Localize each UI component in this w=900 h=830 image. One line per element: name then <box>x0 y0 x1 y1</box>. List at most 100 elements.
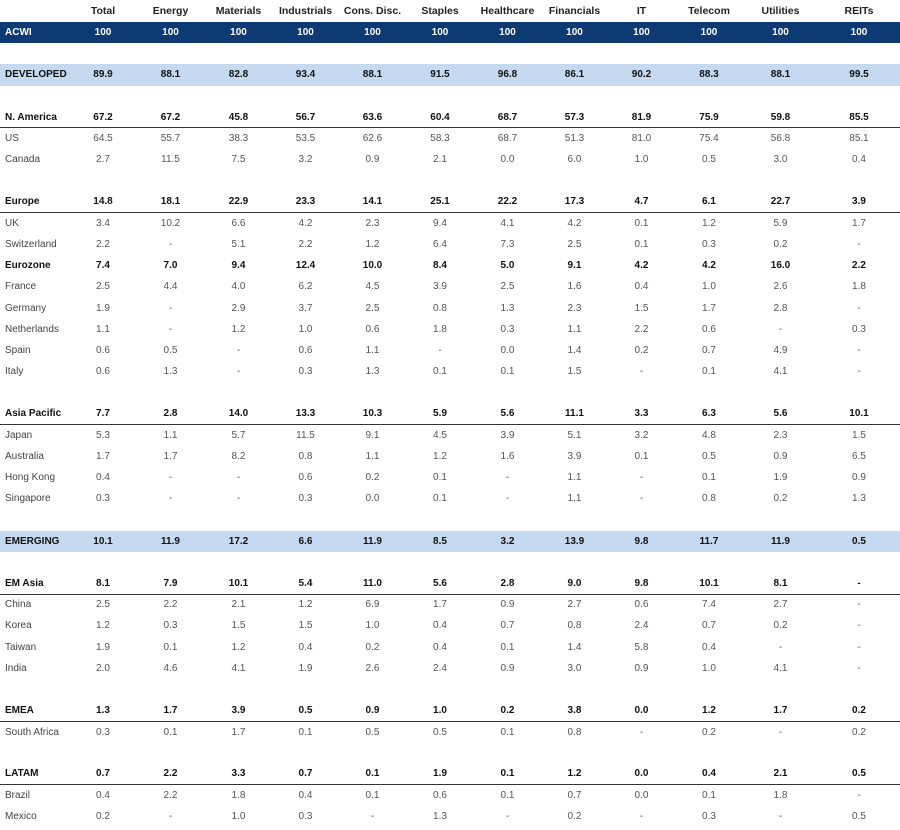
value-cell: 6.2 <box>298 281 313 293</box>
spacer-cell <box>0 170 900 191</box>
value-cell: 0.1 <box>500 366 515 378</box>
value-cell: 0.1 <box>634 450 649 462</box>
spacer-cell <box>0 552 900 573</box>
value-cell: 100 <box>70 22 136 44</box>
row-label: DEVELOPED <box>0 64 70 86</box>
value-cell: 2.8 <box>136 403 205 426</box>
value-cell: 0.5 <box>365 726 380 738</box>
value-cell: - <box>168 323 173 335</box>
value-cell: 1.9 <box>406 763 474 786</box>
value-cell: 4.1 <box>773 662 788 674</box>
value-cell: 11.5 <box>296 429 315 441</box>
value-cell: 0.8 <box>433 302 447 314</box>
row-label: Mexico <box>5 811 37 823</box>
value-cell: 3.9 <box>433 281 447 293</box>
row-label: China <box>5 599 32 611</box>
header-cell: Energy <box>152 5 189 17</box>
value-cell: - <box>857 599 861 611</box>
value-cell: 0.3 <box>163 620 178 632</box>
value-cell: 22.7 <box>743 191 818 214</box>
header-cell: Staples <box>421 5 459 17</box>
value-cell: - <box>818 572 900 595</box>
value-cell: 17.2 <box>205 530 272 552</box>
value-cell: 0.4 <box>298 641 313 653</box>
value-cell: 7.4 <box>702 599 716 611</box>
value-cell: 3.2 <box>634 429 649 441</box>
value-cell: 6.0 <box>567 154 582 166</box>
value-cell: 0.2 <box>818 700 900 722</box>
value-cell: - <box>236 493 241 505</box>
value-cell: 0.8 <box>567 620 582 632</box>
value-cell: 2.7 <box>96 154 110 166</box>
value-cell: 0.2 <box>474 700 541 722</box>
table-row-country: South Africa 0.3 0.1 1.7 0.1 0.5 0.5 0.1 0.8 - 0.2… <box>0 721 900 742</box>
value-cell: 5.6 <box>743 403 818 426</box>
value-cell: 5.8 <box>634 641 649 653</box>
value-cell: 1.7 <box>231 726 246 738</box>
value-cell: 2.6 <box>365 662 380 674</box>
value-cell: - <box>168 472 173 484</box>
value-cell: 1.2 <box>433 450 447 462</box>
spacer-row <box>0 170 900 191</box>
value-cell: 4.0 <box>231 281 246 293</box>
value-cell: 3.2 <box>298 154 313 166</box>
value-cell: 1.6 <box>500 450 515 462</box>
header-cell: Total <box>90 5 116 17</box>
value-cell: 10.1 <box>675 572 743 595</box>
header-cell: Utilities <box>761 5 800 17</box>
value-cell: - <box>857 620 861 632</box>
value-cell: 1.2 <box>702 218 716 230</box>
value-cell: 1.5 <box>298 620 313 632</box>
value-cell: 5.3 <box>96 429 110 441</box>
value-cell: 85.1 <box>849 133 869 145</box>
value-cell: 1.9 <box>298 662 313 674</box>
value-cell: 0.1 <box>702 472 716 484</box>
value-cell: 88.1 <box>339 64 406 86</box>
value-cell: 0.6 <box>96 344 110 356</box>
value-cell: - <box>857 641 861 653</box>
value-cell: 1.0 <box>702 662 716 674</box>
header-cell: REITs <box>844 5 874 17</box>
value-cell: 5.1 <box>567 429 582 441</box>
value-cell: 88.1 <box>136 64 205 86</box>
table-row-country: Spain 0.6 0.5 - 0.6 1.1 - 0.0 1.4 0.2 0.7 4.9 - <box>0 340 900 361</box>
value-cell: 5.4 <box>272 572 339 595</box>
value-cell: 1.3 <box>70 700 136 722</box>
spacer-row <box>0 509 900 530</box>
value-cell: 9.1 <box>567 260 582 272</box>
value-cell: 0.6 <box>298 344 313 356</box>
value-cell: 96.8 <box>474 64 541 86</box>
value-cell: 2.1 <box>743 763 818 786</box>
value-cell: 3.4 <box>96 218 110 230</box>
value-cell: 1.3 <box>500 302 515 314</box>
spacer-row <box>0 382 900 403</box>
value-cell: 0.1 <box>702 366 716 378</box>
value-cell: 5.1 <box>231 238 246 250</box>
value-cell: 1.9 <box>96 641 110 653</box>
value-cell: 9.8 <box>608 572 675 595</box>
value-cell: 1.1 <box>163 429 178 441</box>
value-cell: 6.4 <box>433 238 447 250</box>
value-cell: 1.2 <box>96 620 110 632</box>
table-row-region: Asia Pacific 7.7 2.8 14.0 13.3 10.3 5.9 5.6 11.1… <box>0 403 900 426</box>
value-cell: 0.4 <box>634 281 649 293</box>
value-cell: 0.5 <box>702 154 716 166</box>
value-cell: 1.0 <box>231 811 246 823</box>
value-cell: 2.2 <box>96 238 110 250</box>
row-label: Australia <box>5 450 44 462</box>
value-cell: 0.0 <box>634 790 649 802</box>
value-cell: 0.7 <box>272 763 339 786</box>
spacer-row <box>0 679 900 700</box>
value-cell: 0.2 <box>702 726 716 738</box>
value-cell: 2.9 <box>231 302 246 314</box>
value-cell: 100 <box>205 22 272 44</box>
value-cell: 8.1 <box>70 572 136 595</box>
value-cell: 0.0 <box>365 493 380 505</box>
value-cell: 0.5 <box>702 450 716 462</box>
value-cell: 0.9 <box>634 662 649 674</box>
value-cell: 1.7 <box>702 302 716 314</box>
value-cell: 2.1 <box>433 154 447 166</box>
value-cell: 0.4 <box>852 154 866 166</box>
value-cell: 4.1 <box>500 218 515 230</box>
value-cell: 2.4 <box>634 620 649 632</box>
